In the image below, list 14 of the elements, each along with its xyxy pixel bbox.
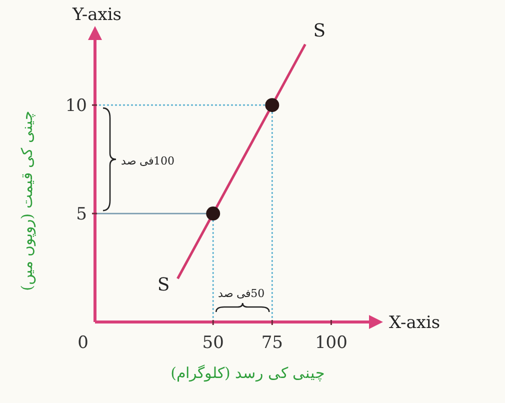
x-tick-label: 50 bbox=[202, 333, 224, 353]
y-tick-label: 5 bbox=[76, 204, 87, 225]
text: Y-axis bbox=[72, 5, 122, 25]
annotation: S bbox=[313, 20, 326, 42]
x-tick-label: 0 bbox=[78, 333, 88, 353]
x-axis-title: چینی کی رسد (کلوگرام) bbox=[170, 364, 325, 382]
text: X-axis bbox=[389, 313, 440, 333]
x-tick-label: 100 bbox=[314, 333, 348, 353]
y-tick-label: 10 bbox=[65, 96, 87, 116]
annotation: S bbox=[157, 274, 170, 296]
annotation: 100فی صد bbox=[121, 154, 174, 168]
annotation: 50فی صد bbox=[218, 287, 265, 300]
y-axis-title: چینی کی قیمت (روپوں میں) bbox=[18, 111, 36, 291]
x-tick-label: 75 bbox=[261, 333, 283, 353]
